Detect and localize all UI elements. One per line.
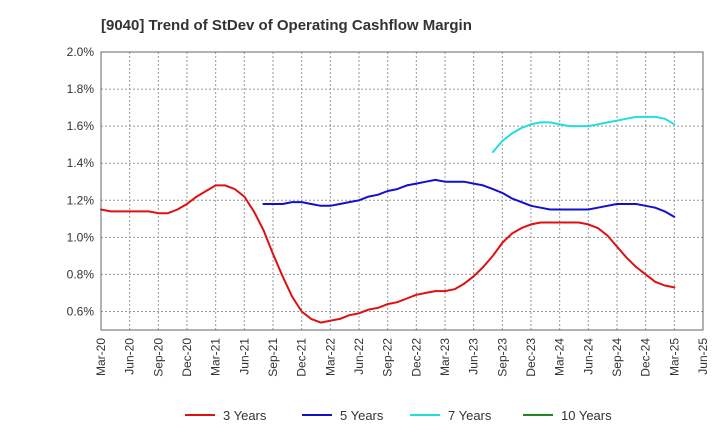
series-line-3-years — [100, 184, 676, 324]
x-tick-label: Mar-22 — [323, 338, 337, 376]
x-tick-label: Dec-24 — [639, 338, 653, 377]
x-tick-label: Jun-20 — [123, 338, 137, 375]
y-tick-label: 1.8% — [67, 82, 95, 96]
grid — [101, 51, 704, 330]
y-tick-label: 1.2% — [67, 193, 95, 207]
legend: 3 Years 5 Years 7 Years 10 Years — [185, 408, 612, 423]
legend-label: 3 Years — [223, 408, 267, 423]
x-tick-label: Jun-23 — [467, 338, 481, 375]
x-tick-label: Sep-22 — [381, 338, 395, 377]
series-line-5-years — [262, 178, 676, 218]
x-tick-label: Dec-20 — [180, 338, 194, 377]
legend-label: 10 Years — [561, 408, 612, 423]
y-tick-label: 1.0% — [67, 230, 95, 244]
x-axis: Mar-20 Jun-20 Sep-20 Dec-20 Mar-21 Jun-21 Sep-… — [94, 338, 710, 377]
x-tick-label: Sep-23 — [495, 338, 509, 377]
x-tick-label: Sep-21 — [266, 338, 280, 377]
x-tick-label: Mar-25 — [667, 338, 681, 376]
y-tick-label: 2.0% — [67, 45, 95, 59]
x-tick-label: Jun-21 — [237, 338, 251, 375]
y-tick-label: 1.6% — [67, 119, 95, 133]
x-tick-label: Jun-25 — [696, 338, 710, 375]
x-tick-label: Mar-24 — [553, 338, 567, 376]
series-line-7-years — [491, 115, 676, 154]
chart-title: [9040] Trend of StDev of Operating Cashf… — [101, 17, 472, 34]
y-tick-label: 1.4% — [67, 156, 95, 170]
y-tick-label: 0.6% — [67, 304, 95, 318]
plot-area — [100, 51, 704, 331]
x-tick-label: Sep-24 — [610, 338, 624, 377]
series-lines — [100, 115, 676, 324]
x-tick-label: Jun-22 — [352, 338, 366, 375]
x-tick-label: Mar-21 — [209, 338, 223, 376]
legend-label: 7 Years — [448, 408, 492, 423]
y-tick-label: 0.8% — [67, 267, 95, 281]
x-tick-label: Sep-20 — [151, 338, 165, 377]
x-tick-label: Jun-24 — [581, 338, 595, 375]
legend-label: 5 Years — [340, 408, 384, 423]
y-axis: 0.6% 0.8% 1.0% 1.2% 1.4% 1.6% 1.8% 2.0% — [67, 45, 95, 318]
x-tick-label: Dec-22 — [409, 338, 423, 377]
x-tick-label: Dec-21 — [295, 338, 309, 377]
x-tick-label: Mar-23 — [438, 338, 452, 376]
x-tick-label: Mar-20 — [94, 338, 108, 376]
x-tick-label: Dec-23 — [524, 338, 538, 377]
